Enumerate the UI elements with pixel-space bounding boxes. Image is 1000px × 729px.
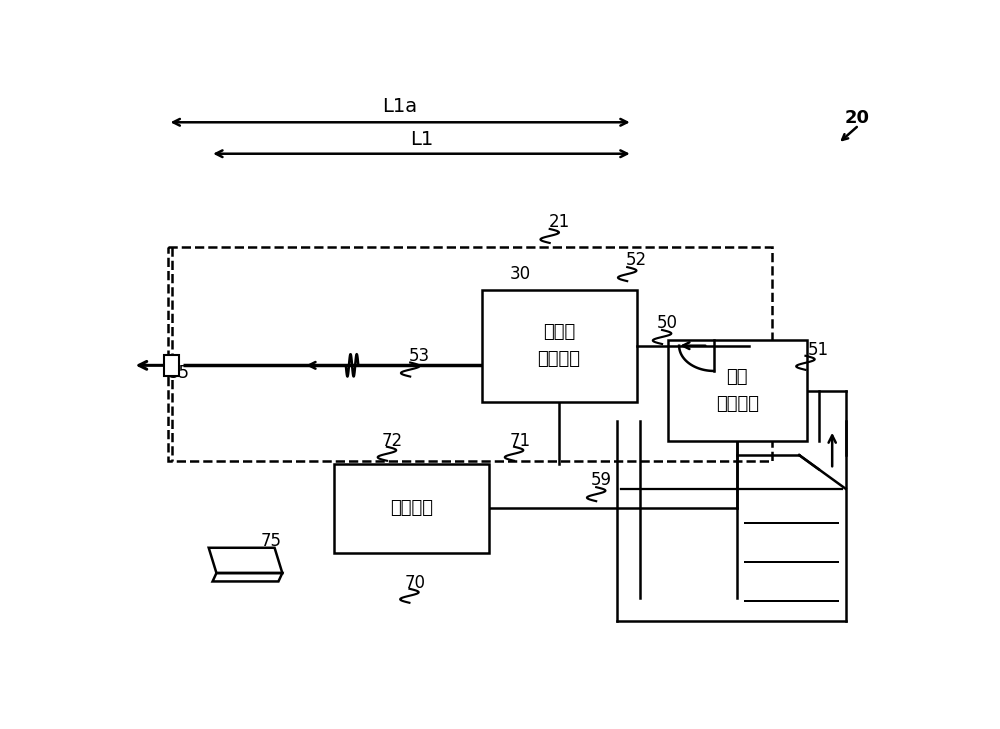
Text: 53: 53 [409, 347, 430, 364]
Text: 50: 50 [657, 314, 678, 332]
Text: 20: 20 [845, 109, 870, 128]
Text: L1a: L1a [383, 97, 418, 116]
Text: 71: 71 [510, 432, 531, 450]
Bar [168, 247, 772, 461]
Text: 52: 52 [626, 252, 647, 270]
Bar [164, 355, 179, 376]
Bar [668, 340, 807, 441]
Text: L1: L1 [410, 130, 433, 149]
Text: 75: 75 [260, 532, 281, 550]
Text: 55: 55 [169, 364, 190, 382]
Text: 液體
供給機構: 液體 供給機構 [716, 368, 759, 413]
Text: 59: 59 [591, 472, 612, 489]
Text: 72: 72 [382, 432, 403, 450]
Text: 21: 21 [548, 213, 570, 231]
Text: 脈動流
產生單元: 脈動流 產生單元 [538, 324, 580, 368]
Bar [482, 289, 637, 402]
Bar [334, 464, 489, 553]
Text: 51: 51 [808, 341, 829, 359]
Text: 70: 70 [405, 574, 426, 591]
Text: 控制裝置: 控制裝置 [390, 499, 433, 518]
Text: 30: 30 [510, 265, 531, 283]
